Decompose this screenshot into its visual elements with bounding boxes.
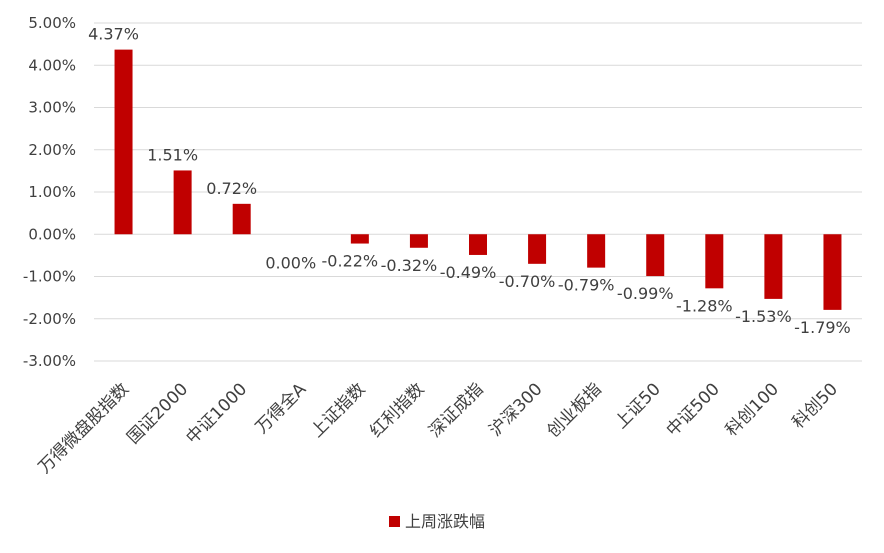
x-category-label: 科创100 xyxy=(722,379,783,440)
x-category-label: 万得全A xyxy=(252,379,311,438)
data-label: -1.53% xyxy=(735,307,792,326)
y-tick-label: 5.00% xyxy=(28,14,76,32)
y-tick-label: 0.00% xyxy=(28,225,76,243)
y-tick-label: -1.00% xyxy=(23,268,76,286)
y-tick-label: 1.00% xyxy=(28,183,76,201)
y-tick-label: 4.00% xyxy=(28,56,76,74)
y-tick-label: 2.00% xyxy=(28,141,76,159)
x-category-label: 深证成指 xyxy=(425,379,487,441)
y-axis: 5.00% 4.00% 3.00% 2.00% 1.00% 0.00% -1.00% -2.0… xyxy=(23,14,76,370)
x-category-label: 国证2000 xyxy=(123,379,192,448)
x-category-label: 中证1000 xyxy=(182,379,251,448)
bar xyxy=(705,234,724,289)
legend: 上周涨跌幅 xyxy=(389,512,485,531)
bar xyxy=(823,234,842,310)
y-tick-label: -2.00% xyxy=(23,310,76,328)
bar xyxy=(528,234,547,264)
x-category-label: 沪深300 xyxy=(485,379,546,440)
data-label: -1.28% xyxy=(676,296,733,315)
x-category-label: 科创50 xyxy=(789,379,842,432)
data-label: -0.32% xyxy=(381,256,438,275)
data-label: 0.00% xyxy=(265,253,316,272)
data-label: 1.51% xyxy=(147,145,198,164)
bar xyxy=(587,234,606,268)
bar xyxy=(350,234,369,244)
data-label: -0.79% xyxy=(558,276,615,295)
data-labels: 4.37%1.51%0.72%0.00% -0.22% -0.32% -0.49% -0… xyxy=(88,25,851,337)
bar xyxy=(232,203,251,235)
bar xyxy=(114,49,133,235)
data-label: 0.72% xyxy=(206,179,257,198)
bars xyxy=(114,49,842,310)
bar xyxy=(469,234,487,255)
bar xyxy=(646,234,665,277)
bar xyxy=(764,234,783,299)
data-label: -0.70% xyxy=(499,272,556,291)
legend-label: 上周涨跌幅 xyxy=(405,512,485,531)
x-category-label: 中证500 xyxy=(663,379,724,440)
data-label: -0.99% xyxy=(617,284,674,303)
y-tick-label: 3.00% xyxy=(28,99,76,117)
data-label: -0.22% xyxy=(322,252,379,271)
x-category-label: 红利指数 xyxy=(366,379,428,441)
bar xyxy=(173,170,192,235)
y-tick-label: -3.00% xyxy=(23,352,76,370)
data-label: -0.49% xyxy=(440,263,497,282)
data-label: -1.79% xyxy=(794,318,851,337)
legend-swatch xyxy=(389,516,400,527)
x-category-label: 万得微盘股指数 xyxy=(35,379,133,477)
bar xyxy=(409,234,428,248)
x-category-label: 创业板指 xyxy=(543,379,605,441)
data-label: 4.37% xyxy=(88,25,139,44)
x-category-label: 上证50 xyxy=(611,379,664,432)
x-category-label: 上证指数 xyxy=(307,379,369,441)
